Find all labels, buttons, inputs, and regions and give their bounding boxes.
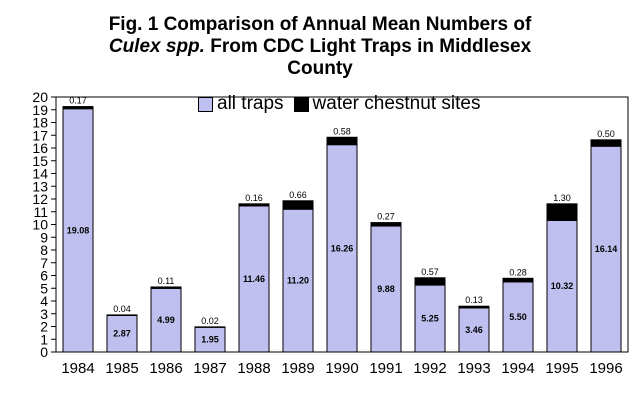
bar-water-chestnut-1986 <box>150 286 182 289</box>
data-label-all-traps-1992: 5.25 <box>421 314 439 324</box>
data-label-all-traps-1991: 9.88 <box>377 284 395 294</box>
bar-water-chestnut-1990 <box>326 136 358 146</box>
title-line-3: County <box>287 58 353 79</box>
data-label-all-traps-1988: 11.46 <box>243 274 265 284</box>
data-label-all-traps-1990: 16.26 <box>331 243 354 253</box>
x-tick-label-1994: 1994 <box>501 360 534 377</box>
x-tick-label-1996: 1996 <box>589 360 622 377</box>
legend-item-water-chestnut: water chestnut sites <box>293 93 481 115</box>
title-line-1: Fig. 1 Comparison of Annual Mean Numbers… <box>108 14 532 35</box>
y-tick-label-1: 1 <box>40 331 48 347</box>
x-tick-label-1995: 1995 <box>545 360 578 377</box>
data-label-water-chestnut-1991: 0.27 <box>377 212 395 222</box>
data-label-water-chestnut-1988: 0.16 <box>245 193 263 203</box>
data-label-all-traps-1994: 5.50 <box>509 312 527 322</box>
data-label-water-chestnut-1994: 0.28 <box>509 267 527 277</box>
data-label-water-chestnut-1993: 0.13 <box>465 295 483 305</box>
y-tick-label-10: 10 <box>32 217 48 233</box>
data-label-all-traps-1986: 4.99 <box>157 315 175 325</box>
y-tick-label-2: 2 <box>40 319 48 335</box>
title-italic-spp: spp. <box>165 36 205 57</box>
y-tick-label-6: 6 <box>40 268 48 284</box>
chart-title: Fig. 1 Comparison of Annual Mean Numbers… <box>0 14 640 80</box>
y-tick-label-12: 12 <box>32 191 48 207</box>
data-label-all-traps-1995: 10.32 <box>551 281 574 291</box>
bar-all-traps-1991 <box>370 225 402 353</box>
y-tick-label-17: 17 <box>32 127 48 143</box>
y-tick-label-0: 0 <box>40 344 48 360</box>
bar-water-chestnut-1995 <box>546 203 578 221</box>
data-label-water-chestnut-1985: 0.04 <box>113 304 131 314</box>
legend-label-all-traps: all traps <box>217 93 284 114</box>
y-tick-label-3: 3 <box>40 306 48 322</box>
bar-water-chestnut-1984 <box>62 106 94 110</box>
bar-all-traps-1988 <box>238 205 270 353</box>
x-tick-label-1984: 1984 <box>61 360 94 377</box>
bar-all-traps-1995 <box>546 219 578 353</box>
y-tick-label-18: 18 <box>32 115 48 131</box>
x-tick-label-1990: 1990 <box>325 360 358 377</box>
bar-all-traps-1992 <box>414 284 446 353</box>
data-label-all-traps-1993: 3.46 <box>465 325 483 335</box>
chart-legend: all traps water chestnut sites <box>198 93 490 115</box>
x-tick-label-1988: 1988 <box>237 360 270 377</box>
x-tick-label-1986: 1986 <box>149 360 182 377</box>
y-tick-label-14: 14 <box>32 166 48 182</box>
y-tick-label-5: 5 <box>40 280 48 296</box>
x-tick-label-1992: 1992 <box>413 360 446 377</box>
data-label-water-chestnut-1989: 0.66 <box>289 190 307 200</box>
y-tick-label-7: 7 <box>40 255 48 271</box>
data-label-all-traps-1985: 2.87 <box>113 329 131 339</box>
data-label-water-chestnut-1990: 0.58 <box>333 126 351 136</box>
y-tick-label-20: 20 <box>32 89 48 105</box>
bar-water-chestnut-1985 <box>106 314 138 316</box>
y-tick-label-16: 16 <box>32 140 48 156</box>
x-tick-label-1985: 1985 <box>105 360 138 377</box>
data-label-water-chestnut-1995: 1.30 <box>553 193 571 203</box>
data-label-water-chestnut-1987: 0.02 <box>201 316 219 326</box>
bar-water-chestnut-1987 <box>194 326 226 328</box>
x-tick-label-1991: 1991 <box>369 360 402 377</box>
bar-water-chestnut-1988 <box>238 203 270 207</box>
legend-label-water-chestnut: water chestnut sites <box>312 93 481 114</box>
bar-water-chestnut-1996 <box>590 139 622 147</box>
data-label-water-chestnut-1986: 0.11 <box>158 276 175 286</box>
data-label-all-traps-1984: 19.08 <box>67 225 90 235</box>
title-line-2: Culex spp. From CDC Light Traps in Middl… <box>0 36 640 58</box>
data-label-all-traps-1989: 11.20 <box>287 276 309 286</box>
y-tick-label-15: 15 <box>32 153 48 169</box>
data-label-water-chestnut-1984: 0.17 <box>69 96 87 106</box>
y-tick-label-9: 9 <box>40 229 48 245</box>
bar-all-traps-1989 <box>282 208 314 353</box>
bar-water-chestnut-1989 <box>282 200 314 210</box>
bar-all-traps-1990 <box>326 144 358 353</box>
x-tick-label-1993: 1993 <box>457 360 490 377</box>
y-tick-label-8: 8 <box>40 242 48 258</box>
x-tick-label-1987: 1987 <box>193 360 226 377</box>
bar-water-chestnut-1994 <box>502 277 534 283</box>
bar-all-traps-1984 <box>62 108 94 353</box>
data-label-all-traps-1987: 1.95 <box>201 335 219 345</box>
bar-water-chestnut-1993 <box>458 305 490 309</box>
bar-water-chestnut-1992 <box>414 277 446 286</box>
bar-all-traps-1996 <box>590 145 622 353</box>
y-tick-label-4: 4 <box>40 293 48 309</box>
data-label-all-traps-1996: 16.14 <box>595 244 618 254</box>
y-tick-label-19: 19 <box>32 102 48 118</box>
data-label-water-chestnut-1996: 0.50 <box>597 129 615 139</box>
title-line-2-rest: From CDC Light Traps in Middlesex <box>210 36 532 57</box>
y-tick-label-11: 11 <box>33 204 48 220</box>
x-tick-label-1989: 1989 <box>281 360 314 377</box>
bar-all-traps-1994 <box>502 281 534 353</box>
bar-water-chestnut-1991 <box>370 222 402 227</box>
data-label-water-chestnut-1992: 0.57 <box>421 267 439 277</box>
y-tick-label-13: 13 <box>32 178 48 194</box>
title-italic-genus: Culex <box>108 36 161 57</box>
